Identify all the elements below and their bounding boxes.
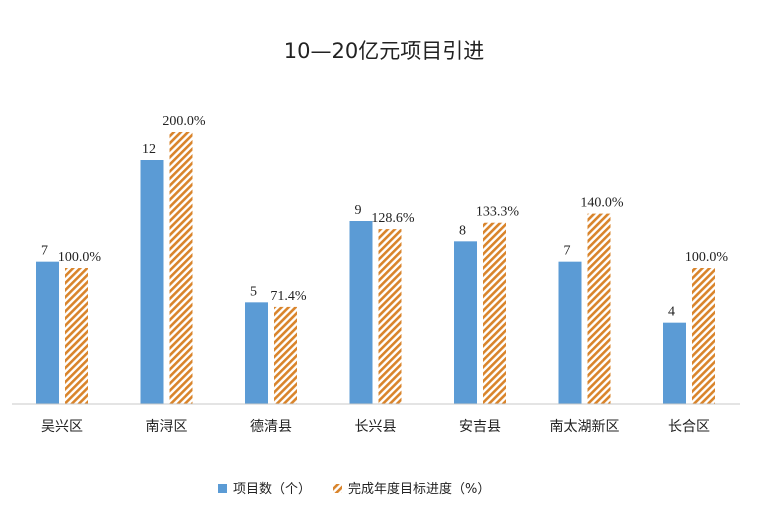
category-label-安吉县: 安吉县 — [459, 419, 501, 435]
bar-项目数-长兴县 — [349, 221, 373, 404]
category-labels: 吴兴区 南浔区 德清县 长兴县 安吉县 南太湖新区 长合区 — [41, 419, 710, 435]
legend: 项目数（个） 完成年度目标进度（%） — [218, 481, 490, 497]
data-label-项目数-南浔区: 12 — [142, 142, 156, 157]
data-label-项目数-南太湖新区: 7 — [564, 244, 571, 259]
data-label-项目数-安吉县: 8 — [459, 223, 466, 238]
legend-label-完成年度目标进度: 完成年度目标进度（%） — [348, 481, 490, 497]
category-label-德清县: 德清县 — [250, 419, 292, 435]
category-label-长兴县: 长兴县 — [355, 419, 397, 435]
data-label-完成年度目标进度-长合区: 100.0% — [685, 250, 729, 265]
bar-完成年度目标进度-长兴县 — [378, 229, 402, 404]
bar-完成年度目标进度-南太湖新区 — [587, 213, 611, 404]
data-label-完成年度目标进度-安吉县: 133.3% — [476, 205, 520, 220]
bar-项目数-安吉县 — [454, 241, 477, 404]
legend-label-项目数: 项目数（个） — [233, 482, 311, 497]
chart-title: 10—20亿元项目引进 — [284, 39, 484, 63]
bar-项目数-吴兴区 — [36, 261, 59, 404]
bar-项目数-南浔区 — [140, 160, 164, 404]
data-label-项目数-长合区: 4 — [668, 305, 675, 320]
data-label-完成年度目标进度-长兴县: 128.6% — [371, 211, 415, 226]
category-label-长合区: 长合区 — [668, 419, 710, 435]
bar-完成年度目标进度-南浔区 — [169, 132, 193, 404]
legend-swatch-项目数 — [218, 484, 227, 493]
data-label-项目数-长兴县: 9 — [355, 203, 362, 218]
bar-项目数-长合区 — [663, 322, 686, 404]
data-label-完成年度目标进度-南浔区: 200.0% — [162, 114, 206, 129]
data-label-项目数-吴兴区: 7 — [41, 244, 48, 259]
bar-完成年度目标进度-安吉县 — [483, 222, 506, 404]
category-label-南太湖新区: 南太湖新区 — [550, 419, 620, 435]
bar-完成年度目标进度-长合区 — [692, 268, 715, 404]
bar-完成年度目标进度-德清县 — [274, 306, 297, 404]
bar-项目数-德清县 — [245, 302, 268, 404]
data-label-完成年度目标进度-吴兴区: 100.0% — [58, 250, 102, 265]
data-label-完成年度目标进度-南太湖新区: 140.0% — [580, 196, 624, 211]
category-label-南浔区: 南浔区 — [146, 419, 188, 435]
plot-area: 7 100.0% 12 200.0% 5 71.4% 9 128.6% 8 133.3% 7 140.… — [36, 114, 728, 404]
bar-项目数-南太湖新区 — [558, 261, 582, 404]
bar-完成年度目标进度-吴兴区 — [65, 268, 88, 404]
data-label-项目数-德清县: 5 — [250, 284, 257, 299]
data-label-完成年度目标进度-德清县: 71.4% — [270, 289, 307, 304]
category-label-吴兴区: 吴兴区 — [41, 419, 83, 435]
legend-swatch-完成年度目标进度 — [333, 484, 342, 493]
